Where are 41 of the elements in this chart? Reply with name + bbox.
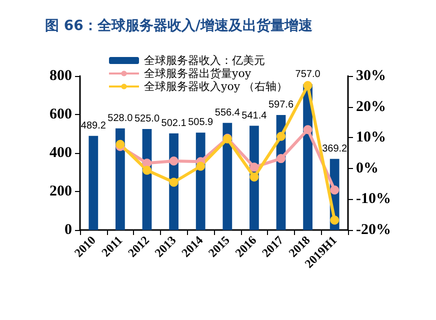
point	[196, 162, 206, 171]
point	[303, 125, 312, 134]
legend-label: 全球服务器收入：亿美元	[144, 54, 265, 67]
point	[142, 166, 152, 175]
y-tick-label: 400	[50, 145, 72, 161]
y2-tick-label: -10%	[356, 191, 391, 208]
y-tick-label: 0	[64, 222, 72, 238]
point	[303, 81, 312, 90]
y2-tick-label: 0%	[356, 160, 378, 176]
data-label: 525.0	[134, 113, 160, 124]
point	[169, 156, 178, 166]
y-tick-label: 800	[50, 68, 72, 84]
data-label: 556.4	[214, 107, 240, 118]
point	[276, 154, 286, 164]
chart-title: 图 66：全球服务器收入/增速及出货量增速	[45, 18, 314, 34]
point	[250, 172, 259, 182]
y2-tick-label: 10%	[356, 130, 386, 146]
legend-label: 全球服务器收入yoy （右轴）	[144, 80, 288, 93]
point	[330, 216, 340, 225]
bar	[116, 128, 125, 230]
legend-label: 全球服务器出货量yoy	[144, 67, 252, 80]
data-label: 502.1	[161, 118, 187, 129]
data-label: 528.0	[108, 112, 134, 124]
point	[250, 162, 259, 172]
y-tick-label: 200	[50, 184, 72, 200]
point	[169, 178, 178, 187]
data-label: 505.9	[188, 117, 214, 128]
bar	[88, 136, 98, 230]
data-label: 369.2	[322, 143, 348, 154]
y2-tick-label: -20%	[356, 222, 391, 238]
bar	[222, 122, 232, 230]
data-label: 597.6	[268, 99, 294, 110]
data-label: 489.2	[80, 120, 106, 132]
y-tick-label: 600	[50, 106, 72, 122]
y2-tick-label: 30%	[356, 68, 386, 84]
data-label: 757.0	[295, 68, 321, 80]
y2-tick-label: 20%	[356, 98, 386, 115]
point	[330, 185, 340, 194]
data-label: 541.4	[242, 110, 268, 122]
point	[116, 140, 125, 149]
point	[276, 132, 286, 141]
